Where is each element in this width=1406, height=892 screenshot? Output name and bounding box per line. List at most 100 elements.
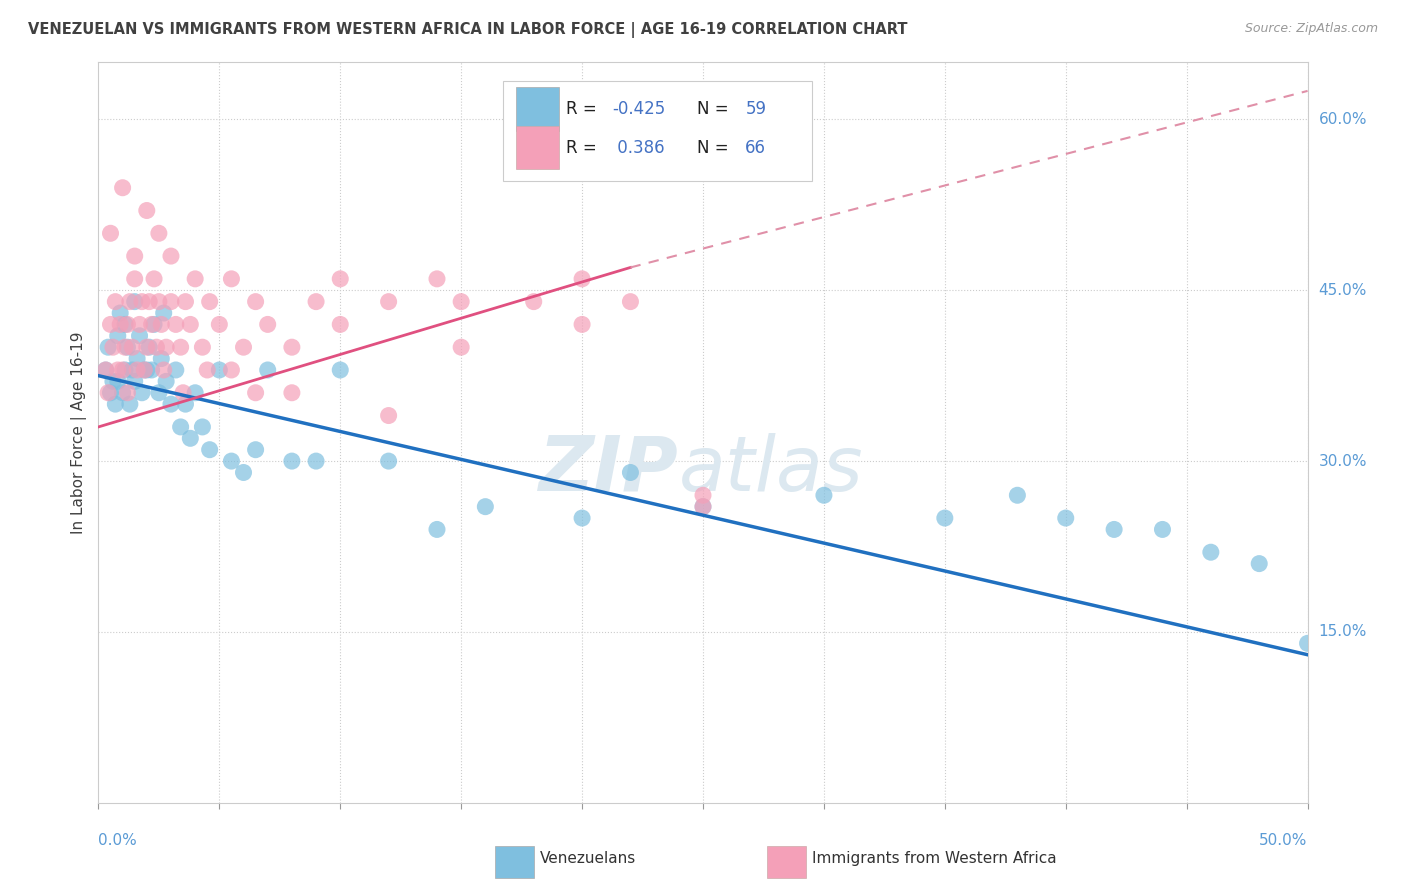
Point [131,385,153,400]
Point [100,385,122,400]
Point [121,363,143,377]
Point [143,318,166,332]
Point [184,272,207,286]
FancyBboxPatch shape [503,81,811,181]
Point [692,500,714,514]
Point [138,340,160,354]
Point [281,340,304,354]
Point [191,420,214,434]
Point [107,328,129,343]
Text: 59: 59 [745,100,766,118]
Point [124,294,146,309]
Point [813,488,835,502]
Point [138,294,160,309]
Text: 30.0%: 30.0% [1319,454,1367,468]
Point [184,385,207,400]
Point [329,363,352,377]
Point [114,340,136,354]
Point [117,318,139,332]
Point [692,488,714,502]
Point [100,227,122,241]
Point [108,306,131,320]
Point [619,294,641,309]
Point [281,454,304,468]
Text: atlas: atlas [679,433,863,507]
Point [111,363,134,377]
Point [281,385,304,400]
Text: 45.0%: 45.0% [1319,283,1367,298]
Text: Source: ZipAtlas.com: Source: ZipAtlas.com [1244,22,1378,36]
Point [377,409,399,423]
Text: 15.0%: 15.0% [1319,624,1367,640]
Point [232,340,254,354]
Point [474,500,496,514]
Point [208,318,231,332]
Point [148,227,170,241]
Point [571,272,593,286]
FancyBboxPatch shape [768,846,806,879]
Point [426,523,449,537]
Point [128,318,150,332]
Text: 0.0%: 0.0% [98,833,138,848]
Point [198,294,221,309]
Point [1296,636,1319,650]
Point [104,397,127,411]
Y-axis label: In Labor Force | Age 16-19: In Labor Force | Age 16-19 [72,331,87,534]
Point [135,340,157,354]
Point [1249,557,1271,571]
Point [148,294,170,309]
Point [174,294,197,309]
Point [155,375,177,389]
Point [135,363,157,377]
Point [104,294,127,309]
Point [172,385,194,400]
Point [150,351,173,366]
Text: -0.425: -0.425 [613,100,665,118]
Point [221,272,243,286]
Point [160,249,183,263]
Point [174,397,197,411]
Point [127,363,149,377]
Text: 0.386: 0.386 [613,138,665,157]
Point [305,294,328,309]
Point [450,294,472,309]
Point [128,328,150,343]
Point [94,363,117,377]
Point [221,454,243,468]
Point [111,385,134,400]
Text: Immigrants from Western Africa: Immigrants from Western Africa [811,851,1056,866]
Point [232,466,254,480]
Point [523,294,546,309]
Point [124,375,146,389]
Point [245,385,267,400]
FancyBboxPatch shape [516,87,560,131]
Point [134,363,156,377]
Point [179,431,201,445]
Text: N =: N = [697,100,734,118]
Point [160,294,183,309]
Point [1152,523,1174,537]
Point [118,397,141,411]
Point [934,511,956,525]
Point [191,340,214,354]
Point [1054,511,1077,525]
Point [121,340,143,354]
FancyBboxPatch shape [516,126,560,169]
Point [692,500,714,514]
Point [101,340,124,354]
Point [117,385,139,400]
Text: N =: N = [697,138,734,157]
Point [124,249,146,263]
Point [256,318,278,332]
Point [152,363,174,377]
Text: Venezuelans: Venezuelans [540,851,636,866]
Point [111,180,134,194]
Point [97,385,120,400]
Point [208,363,231,377]
Text: 50.0%: 50.0% [1260,833,1308,848]
Text: 60.0%: 60.0% [1319,112,1367,127]
FancyBboxPatch shape [495,846,534,879]
Point [117,340,139,354]
Point [245,294,267,309]
Point [148,385,170,400]
